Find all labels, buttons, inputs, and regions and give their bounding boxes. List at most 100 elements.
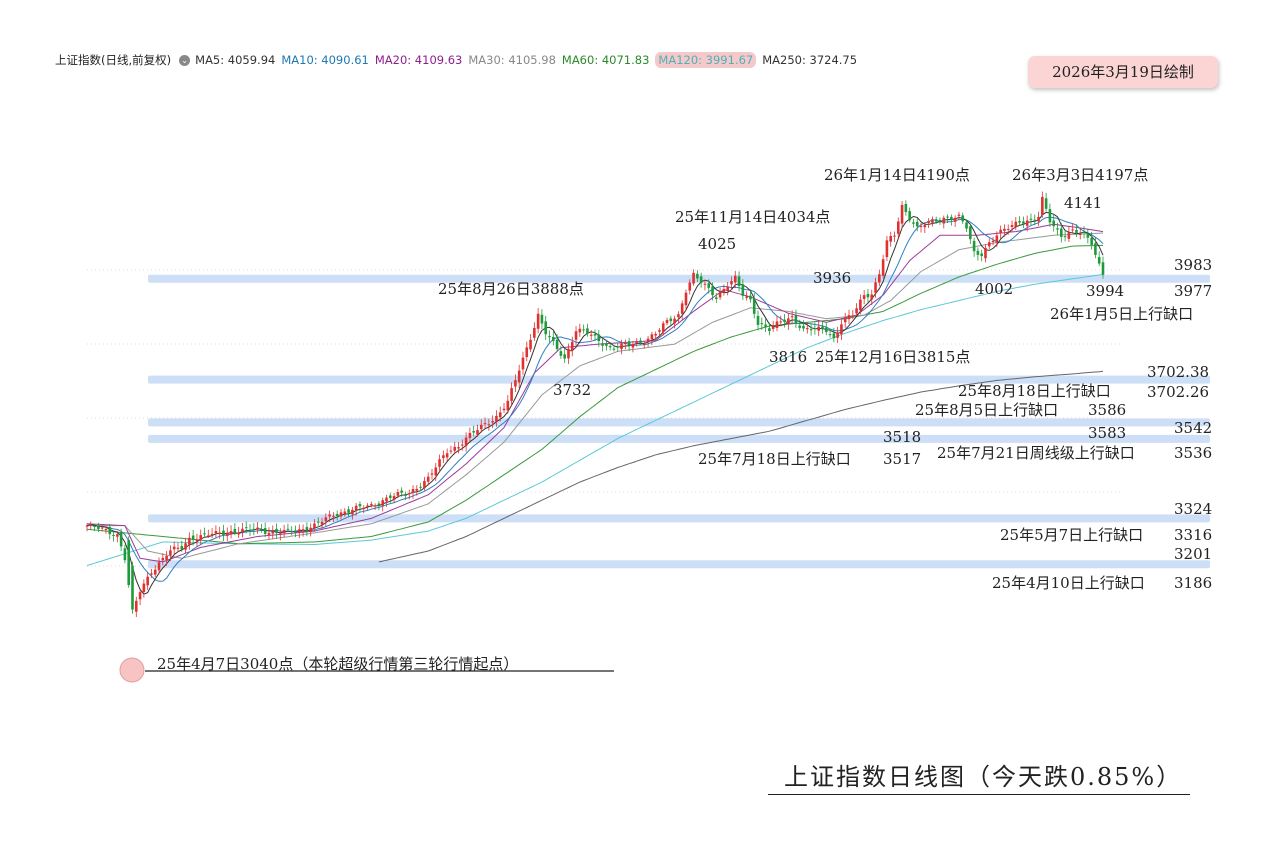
ann-aug26: 25年8月26日3888点 xyxy=(438,280,584,298)
candle-body xyxy=(1101,262,1105,275)
ma10-line xyxy=(86,216,1104,582)
candle-body xyxy=(1075,229,1078,233)
candle-body xyxy=(771,326,775,329)
candle-body xyxy=(965,222,968,229)
candle-body xyxy=(646,338,650,342)
candle-body xyxy=(953,217,957,222)
candle-body xyxy=(241,528,244,533)
candle-body xyxy=(597,334,601,342)
ann-4002: 4002 xyxy=(975,280,1013,298)
gap-band xyxy=(148,434,1210,443)
gap-jan5-bottom: 3977 xyxy=(1174,282,1212,300)
ma250-label: MA250: 3724.75 xyxy=(762,53,858,67)
candle-body xyxy=(605,344,608,346)
dropdown-icon[interactable]: ⌄ xyxy=(179,55,191,66)
candle-body xyxy=(169,550,172,556)
candle-body xyxy=(677,314,680,318)
candle-body xyxy=(275,528,278,534)
candle-body xyxy=(85,525,89,527)
candle-body xyxy=(620,343,623,350)
candle-body xyxy=(578,328,582,333)
gap-jul21-label: 25年7月21日周线级上行缺口 xyxy=(937,444,1135,462)
candle-body xyxy=(1086,234,1090,238)
candle-body xyxy=(692,272,695,284)
candle-body xyxy=(764,324,767,327)
candle-body xyxy=(172,546,176,550)
ann-3517: 3517 xyxy=(883,450,921,468)
candle-body xyxy=(624,343,627,345)
candle-body xyxy=(366,505,369,507)
candle-body xyxy=(97,525,100,529)
ann-3732: 3732 xyxy=(553,381,591,399)
candle-body xyxy=(775,321,779,328)
candle-body xyxy=(313,523,316,529)
candle-body xyxy=(1048,209,1052,223)
candle-body xyxy=(472,431,475,433)
candle-body xyxy=(915,221,919,227)
candle-body xyxy=(301,529,305,531)
candle-body xyxy=(923,225,927,228)
gap-band xyxy=(148,514,1210,523)
candle-body xyxy=(862,295,866,299)
candle-body xyxy=(711,286,714,296)
candle-body xyxy=(214,531,218,534)
candle-body xyxy=(377,503,381,506)
candle-body xyxy=(1090,237,1093,245)
candle-body xyxy=(658,330,661,332)
gap-apr10-top: 3201 xyxy=(1174,545,1212,563)
candle-body xyxy=(442,455,445,459)
gap-jan5-top: 3983 xyxy=(1174,256,1212,274)
candle-body xyxy=(1071,229,1074,231)
candle-body xyxy=(161,557,165,561)
candle-body xyxy=(612,348,616,350)
gap-apr10-bottom: 3186 xyxy=(1174,574,1212,592)
candle-body xyxy=(244,527,248,529)
candle-body xyxy=(957,214,961,216)
candle-body xyxy=(502,408,506,411)
candle-body xyxy=(722,288,726,293)
candle-body xyxy=(392,495,396,500)
candle-body xyxy=(885,240,889,258)
candle-body xyxy=(248,529,252,531)
ma10-label: MA10: 4090.61 xyxy=(281,53,369,67)
gap-band xyxy=(148,418,1210,427)
candle-body xyxy=(150,573,153,575)
gap-aug18-top: 3702.38 xyxy=(1147,363,1209,381)
candle-body xyxy=(684,292,688,306)
candle-body xyxy=(521,357,525,370)
candle-body xyxy=(229,531,233,535)
candle-body xyxy=(271,530,275,534)
candle-body xyxy=(950,216,953,220)
candle-body xyxy=(1022,221,1025,224)
candle-body xyxy=(343,511,347,514)
candle-body xyxy=(559,351,563,356)
candle-body xyxy=(650,334,654,340)
candle-body xyxy=(790,316,794,318)
candle-body xyxy=(434,467,438,476)
candle-body xyxy=(855,308,858,314)
candle-body xyxy=(1014,221,1018,228)
candle-body xyxy=(256,527,259,530)
candle-body xyxy=(222,530,225,536)
candle-body xyxy=(938,219,942,222)
candle-body xyxy=(878,274,881,283)
candle-body xyxy=(745,296,748,298)
candle-body xyxy=(567,348,570,359)
candle-body xyxy=(426,476,430,482)
candle-body xyxy=(1010,225,1014,227)
candle-body xyxy=(821,326,824,330)
candle-body xyxy=(1097,257,1101,264)
candle-body xyxy=(533,327,536,338)
candle-body xyxy=(419,486,422,488)
gap-apr10-label: 25年4月10日上行缺口 xyxy=(992,574,1145,592)
candle-body xyxy=(146,576,149,586)
candle-body xyxy=(934,219,938,222)
candle-body xyxy=(138,592,142,600)
candle-body xyxy=(430,473,434,475)
ma-legend: 上证指数(日线,前复权) ⌄ MA5: 4059.94 MA10: 4090.61 MA… xyxy=(55,52,863,68)
candle-body xyxy=(737,276,741,287)
gap-aug5-label: 25年8月5日上行缺口 xyxy=(915,401,1058,419)
candle-body xyxy=(153,569,157,575)
candle-body xyxy=(642,343,646,345)
candle-body xyxy=(195,539,199,542)
